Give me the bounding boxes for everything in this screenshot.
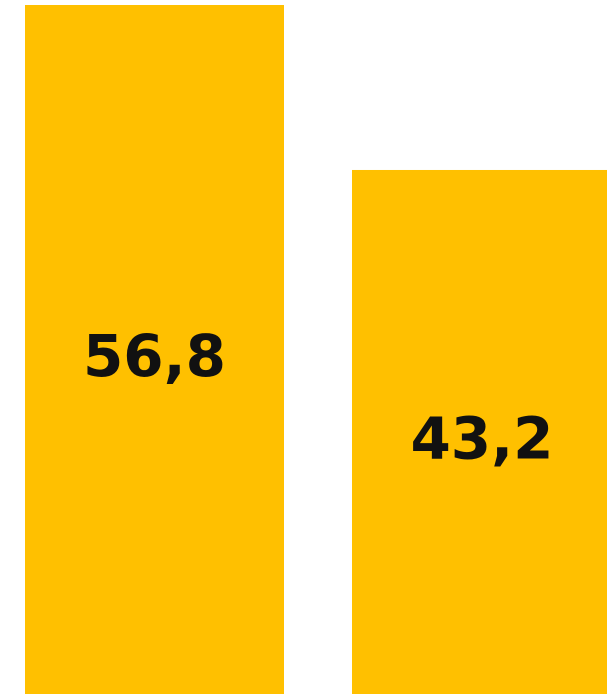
bar-value-label-2: 43,2 — [410, 405, 553, 473]
bar-value-label-1: 56,8 — [83, 322, 226, 390]
labels-layer: 56,8 43,2 — [83, 322, 554, 473]
bar-1 — [25, 5, 284, 694]
bar-2 — [352, 169, 607, 694]
bars-layer — [25, 5, 607, 694]
